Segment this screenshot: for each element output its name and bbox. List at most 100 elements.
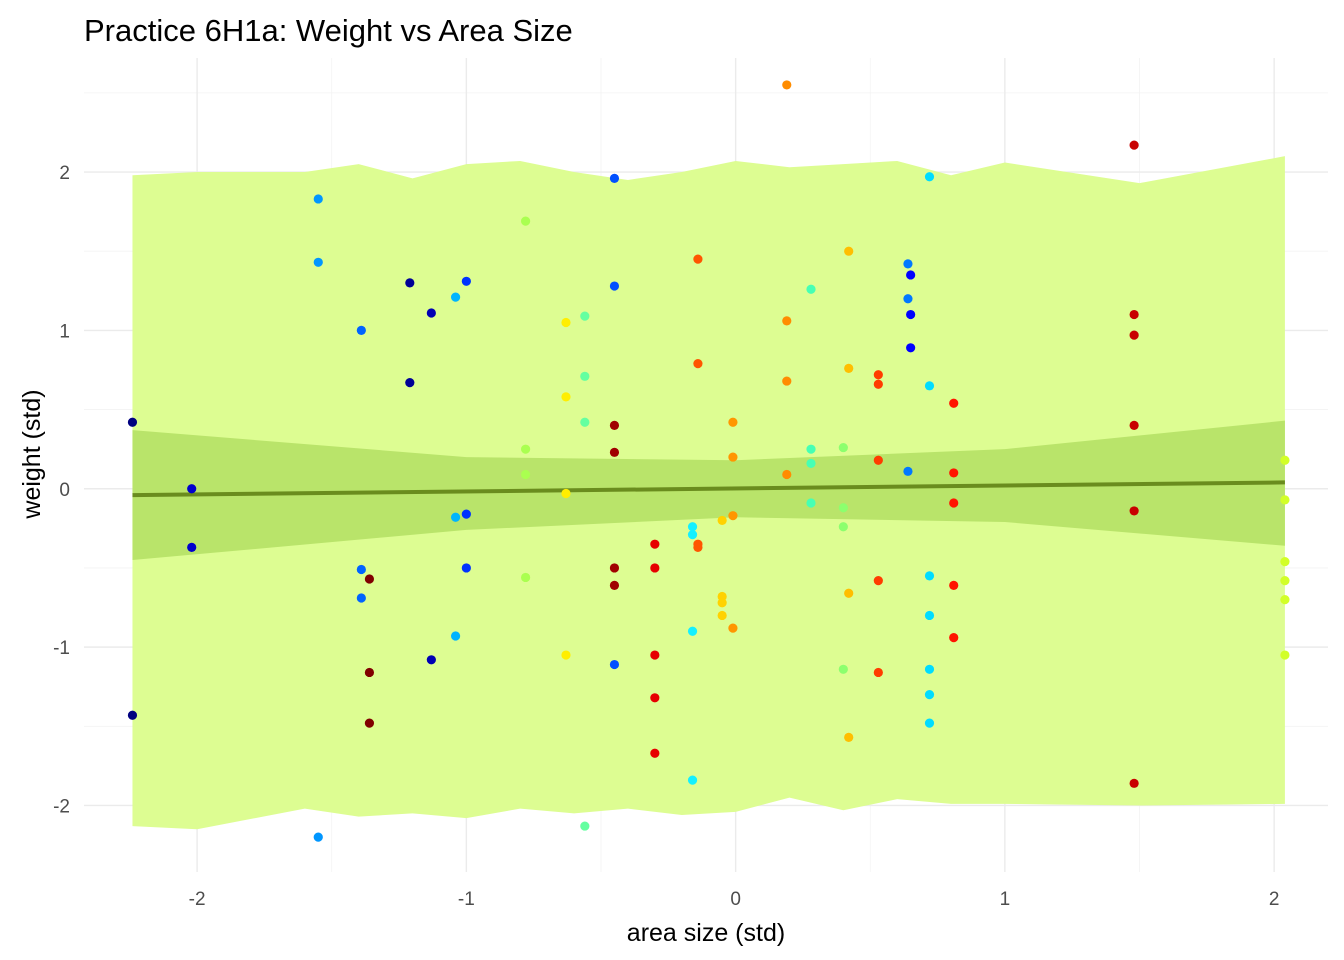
- data-point: [127, 710, 138, 720]
- data-point: [728, 417, 738, 427]
- data-point: [949, 468, 959, 478]
- data-point: [717, 515, 727, 526]
- data-point: [728, 452, 738, 462]
- data-point: [924, 690, 935, 700]
- data-point: [782, 80, 792, 90]
- data-point: [609, 281, 620, 291]
- y-axis-title: weight (std): [18, 389, 46, 519]
- data-point: [873, 667, 883, 678]
- data-point: [461, 563, 471, 573]
- data-point: [717, 591, 727, 602]
- data-point: [127, 417, 138, 427]
- data-point: [650, 650, 660, 660]
- data-point: [609, 580, 620, 590]
- y-tick-label: -2: [53, 796, 70, 817]
- data-point: [838, 522, 848, 532]
- y-tick-label: 2: [59, 163, 70, 184]
- chart-title: Practice 6H1a: Weight vs Area Size: [84, 13, 573, 48]
- data-point: [903, 466, 913, 476]
- data-point: [903, 259, 913, 269]
- data-point: [806, 498, 816, 508]
- data-point: [609, 447, 620, 457]
- data-point: [561, 488, 571, 499]
- y-tick-label: -1: [53, 638, 70, 659]
- data-point: [687, 522, 698, 532]
- data-point: [1129, 420, 1139, 431]
- data-point: [924, 172, 935, 182]
- data-point: [650, 539, 660, 549]
- data-point: [693, 254, 703, 264]
- data-point: [717, 598, 727, 608]
- data-point: [356, 564, 366, 575]
- y-tick-label: 0: [59, 480, 70, 501]
- data-point: [844, 588, 854, 598]
- data-point: [520, 469, 531, 480]
- data-point: [609, 173, 620, 183]
- data-point: [650, 748, 660, 758]
- data-point: [949, 498, 959, 508]
- data-point: [650, 563, 660, 573]
- data-point: [838, 664, 848, 674]
- data-point: [520, 216, 531, 226]
- data-point: [561, 650, 571, 660]
- data-point: [1129, 140, 1139, 150]
- data-point: [187, 484, 197, 494]
- data-point: [187, 542, 197, 552]
- data-point: [903, 294, 913, 304]
- data-point: [580, 417, 590, 427]
- data-point: [873, 576, 883, 586]
- data-point: [426, 655, 436, 665]
- data-point: [450, 512, 461, 522]
- data-point: [450, 292, 461, 302]
- regression-line: [132, 480, 1285, 498]
- data-point: [906, 343, 916, 353]
- data-point: [906, 270, 916, 280]
- data-point: [717, 610, 727, 621]
- data-point: [924, 664, 935, 674]
- data-point: [450, 631, 461, 641]
- y-tick-label: 1: [59, 321, 70, 342]
- x-axis-title: area size (std): [627, 919, 785, 947]
- data-point: [405, 378, 415, 388]
- data-point: [520, 572, 531, 583]
- y-axis-ticks: -2 -1 0 1 2: [53, 163, 70, 817]
- x-tick-label: 0: [730, 889, 741, 910]
- data-point: [1129, 309, 1139, 320]
- data-point: [1280, 650, 1290, 660]
- data-point: [838, 503, 848, 513]
- data-point: [1280, 576, 1290, 586]
- data-point: [580, 821, 590, 831]
- data-point: [844, 246, 854, 256]
- data-point: [405, 278, 415, 288]
- data-point: [1129, 778, 1139, 788]
- data-point: [1280, 455, 1290, 465]
- data-point: [873, 379, 883, 389]
- data-point: [609, 420, 620, 431]
- x-tick-label: -1: [458, 889, 475, 910]
- data-point: [561, 317, 571, 328]
- data-point: [949, 580, 959, 590]
- data-point: [844, 363, 854, 373]
- data-point: [924, 381, 935, 391]
- data-point: [609, 563, 620, 573]
- data-point: [650, 693, 660, 703]
- data-point: [1129, 330, 1139, 340]
- data-point: [782, 469, 792, 480]
- data-point: [1280, 557, 1290, 567]
- data-point: [461, 276, 471, 286]
- data-point: [356, 325, 366, 335]
- data-point: [806, 444, 816, 454]
- data-point: [461, 509, 471, 519]
- regression-line-layer: [132, 480, 1285, 498]
- data-points: [127, 80, 1290, 842]
- data-point: [693, 359, 703, 369]
- data-point: [844, 732, 854, 742]
- data-point: [924, 571, 935, 581]
- data-point: [949, 398, 959, 408]
- data-point: [838, 442, 848, 453]
- data-point: [728, 623, 738, 633]
- data-point: [782, 316, 792, 326]
- x-tick-label: 1: [1000, 889, 1011, 910]
- data-point: [609, 659, 620, 670]
- data-point: [426, 308, 436, 318]
